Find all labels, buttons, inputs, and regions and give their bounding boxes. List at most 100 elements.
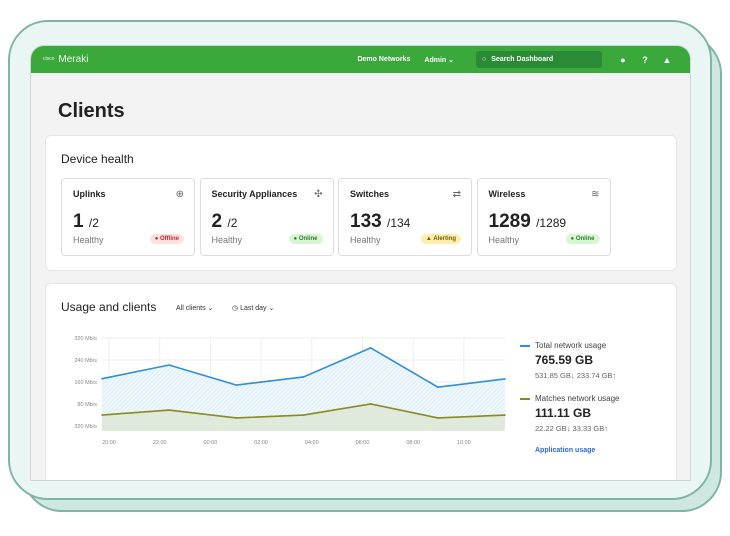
status-badge: ● Offline <box>149 234 184 244</box>
tile-title: Switches <box>350 189 390 199</box>
total-count: /134 <box>386 216 411 230</box>
tile-title: Wireless <box>488 189 526 199</box>
x-tick-label: 10:00 <box>457 440 471 446</box>
usage-chart: 320 Mb/s 240 Mb/s 160 Mb/s 80 Mb/s 320 Mb/s 2… <box>74 336 506 446</box>
chevron-down-icon: ⌄ <box>448 56 454 64</box>
time-filter-label: Last day <box>240 305 267 312</box>
dashboard-window: cisco Meraki Demo Networks Admin ⌄ ○ Searc… <box>30 45 691 481</box>
user-icon[interactable]: ● <box>620 54 626 65</box>
status-icon: ● <box>570 236 575 242</box>
data-point <box>101 414 103 416</box>
tile-status: Healthy <box>211 235 243 245</box>
status-icon: ▲ <box>425 236 432 242</box>
tile-switches[interactable]: Switches ⇄ 133 /134 Healthy ▲ Alerting <box>338 178 472 256</box>
top-bar: cisco Meraki Demo Networks Admin ⌄ ○ Searc… <box>31 46 690 73</box>
tile-count: 1289 /1289 <box>489 211 599 233</box>
data-point <box>168 364 170 366</box>
total-detail: 531.85 GB↓ 233.74 GB↑ <box>535 371 617 380</box>
total-label: Total network usage <box>535 341 607 350</box>
total-count: /2 <box>227 216 238 230</box>
tile-uplinks[interactable]: Uplinks ⊕ 1 /2 Healthy ● Offline <box>61 178 195 256</box>
tile-title: Uplinks <box>73 189 106 199</box>
tile-count: 133 /134 <box>350 211 460 233</box>
x-tick-label: 06:00 <box>356 440 370 446</box>
data-point <box>437 386 439 388</box>
tile-status: Healthy <box>350 235 381 245</box>
healthy-count: 1289 <box>488 211 531 232</box>
search-input[interactable]: ○ Search Dashboard <box>476 51 602 68</box>
device-health-card: Device health Uplinks ⊕ 1 /2 Healthy ● O… <box>45 135 677 271</box>
tile-count: 1 /2 <box>73 211 183 233</box>
data-point <box>369 347 372 349</box>
x-tick-label: 00:00 <box>204 440 218 446</box>
appliance-icon: ✣ <box>314 189 323 200</box>
nav-demo-networks[interactable]: Demo Networks <box>357 56 411 63</box>
badge-label: Alerting <box>433 236 456 242</box>
meraki-logo[interactable]: cisco Meraki <box>43 54 88 65</box>
matches-value: 111.11 GB <box>535 406 592 420</box>
usage-card: Usage and clients All clients ⌄ ◷ Last d… <box>45 283 677 480</box>
badge-label: Online <box>298 236 318 242</box>
y-tick-label: 320 Mb/s <box>74 424 97 430</box>
data-point <box>504 414 506 416</box>
clock-icon: ◷ <box>232 305 239 312</box>
y-tick-label: 80 Mb/s <box>77 402 97 408</box>
badge-label: Offline <box>160 236 179 242</box>
clients-filter-label: All clients <box>176 305 206 312</box>
data-point <box>504 378 506 380</box>
brand-name: Meraki <box>58 54 89 65</box>
x-tick-label: 02:00 <box>254 440 268 446</box>
clients-filter[interactable]: All clients ⌄ <box>176 305 214 312</box>
help-icon[interactable]: ? <box>642 54 648 65</box>
status-badge: ● Online <box>288 234 323 244</box>
data-point <box>302 376 305 378</box>
search-placeholder: Search Dashboard <box>491 56 554 63</box>
healthy-count: 133 <box>350 211 382 232</box>
matches-label: Matches network usage <box>535 394 620 403</box>
badge-label: Online <box>575 236 595 242</box>
device-health-title: Device health <box>61 152 134 166</box>
globe-icon: ⊕ <box>175 189 184 200</box>
page-title: Clients <box>58 100 125 122</box>
data-point <box>168 409 170 411</box>
tile-wireless[interactable]: Wireless ≋ 1289 /1289 Healthy ● Online <box>476 178 611 256</box>
application-usage-link[interactable]: Application usage <box>535 447 596 454</box>
data-point <box>437 417 439 419</box>
x-tick-label: 04:00 <box>305 440 319 446</box>
total-value: 765.59 GB <box>535 353 594 367</box>
tile-security-appliances[interactable]: Security Appliances ✣ 2 /2 Healthy ● Onl… <box>199 178 334 256</box>
nav-admin[interactable]: Admin ⌄ <box>424 56 454 64</box>
status-badge: ● Online <box>565 234 600 244</box>
data-point <box>369 403 372 405</box>
tile-title: Security Appliances <box>211 189 298 199</box>
wifi-icon: ≋ <box>591 189 600 200</box>
tile-status: Healthy <box>73 235 104 245</box>
y-tick-label: 160 Mb/s <box>74 380 97 386</box>
data-point <box>101 377 103 380</box>
bell-icon[interactable]: ▲ <box>662 54 672 65</box>
tile-status: Healthy <box>488 235 520 245</box>
time-filter[interactable]: ◷ Last day ⌄ <box>232 305 275 312</box>
y-tick-label: 320 Mb/s <box>74 336 97 342</box>
x-tick-label: 08:00 <box>406 440 420 446</box>
admin-label: Admin <box>424 56 447 64</box>
healthy-count: 2 <box>211 211 223 232</box>
total-count: /1289 <box>536 216 567 230</box>
total-count: /2 <box>88 216 99 230</box>
tile-count: 2 /2 <box>212 211 322 233</box>
legend-total: Total network usage 765.59 GB 531.85 GB↓… <box>520 341 616 380</box>
matches-detail: 22.22 GB↓ 33.33 GB↑ <box>535 424 608 433</box>
switch-icon: ⇄ <box>452 189 461 200</box>
series-area-1 <box>102 403 505 431</box>
matches-swatch <box>520 397 530 400</box>
data-point <box>302 414 305 416</box>
usage-title: Usage and clients <box>61 300 157 314</box>
y-tick-label: 240 Mb/s <box>74 358 97 364</box>
status-icon: ● <box>154 236 159 242</box>
legend-matches: Matches network usage 111.11 GB 22.22 GB… <box>520 394 620 433</box>
data-point <box>235 417 238 419</box>
status-icon: ● <box>293 236 298 242</box>
cisco-logo: cisco <box>43 56 55 62</box>
status-badge: ▲ Alerting <box>420 234 461 244</box>
total-swatch <box>520 344 530 347</box>
